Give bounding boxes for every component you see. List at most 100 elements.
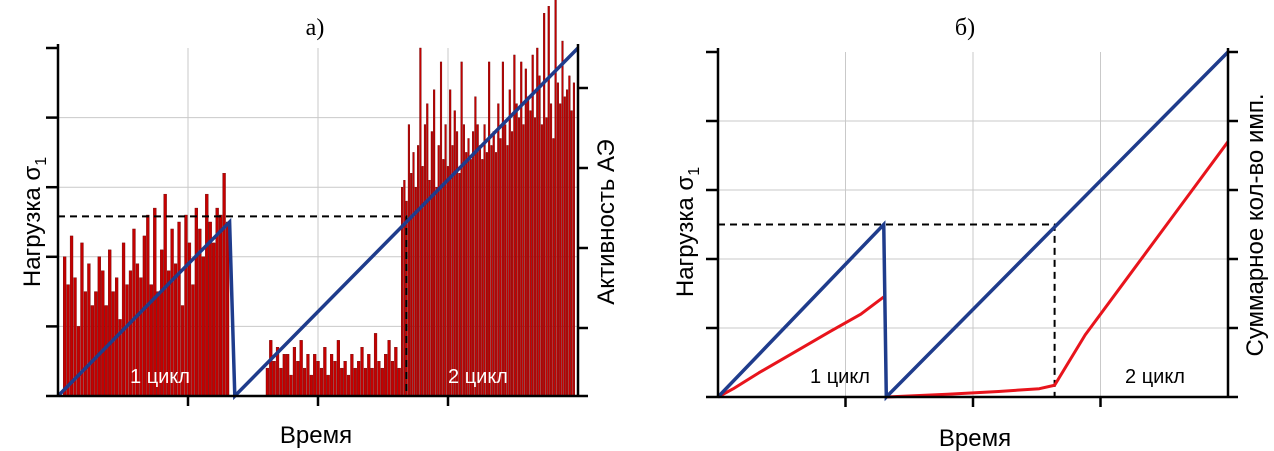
threshold-dashed-line	[58, 215, 408, 396]
ae-bar	[513, 54, 516, 397]
ae-bar	[481, 159, 484, 397]
threshold-dashed-line	[718, 223, 1056, 397]
ae-bar	[444, 124, 447, 397]
ae-bar	[407, 124, 410, 397]
ae-bar	[515, 103, 518, 397]
ae-bar	[488, 61, 491, 397]
ae-bar	[309, 374, 313, 397]
ae-bar	[83, 291, 88, 397]
ae-bar	[458, 173, 461, 397]
ae-bar	[286, 354, 290, 397]
ae-bar	[524, 68, 527, 397]
ae-bar	[222, 173, 226, 397]
ae-bar	[497, 103, 500, 397]
panel-b-lines	[716, 50, 1230, 402]
panel-b-ylabel: Нагрузка σ1	[672, 167, 703, 297]
panel-b-ylabel-main: Нагрузка σ	[672, 176, 699, 298]
ae-bar	[97, 256, 101, 397]
ae-bar	[437, 145, 440, 397]
ae-bar	[527, 96, 530, 397]
ae-bar	[552, 138, 555, 397]
ae-bar	[453, 110, 456, 397]
ae-bar	[269, 340, 273, 397]
ae-bar	[547, 6, 550, 397]
ae-bar	[272, 361, 276, 397]
ae-bar	[485, 152, 488, 397]
ae-bar	[330, 354, 334, 397]
ae-bar	[426, 103, 429, 397]
ae-bar	[101, 270, 105, 397]
ae-bar	[108, 249, 112, 397]
ae-bar	[414, 186, 417, 397]
ae-bar	[104, 305, 108, 397]
panel-a-y2label: Активность АЭ	[593, 139, 620, 304]
ae-bar	[306, 354, 310, 397]
ae-bar	[299, 340, 303, 397]
ae-bar	[410, 173, 413, 397]
ae-bar	[208, 221, 212, 397]
ae-bar	[401, 186, 404, 397]
ae-bar	[561, 40, 564, 397]
ae-bar	[353, 367, 357, 397]
panel-b-cycle-1-label: 1 цикл	[810, 366, 870, 388]
ae-bar	[536, 47, 539, 397]
ae-bar	[568, 75, 571, 397]
ae-bar	[531, 54, 534, 397]
panel-a-axes	[46, 44, 588, 406]
panel-b-y2label: Суммарное кол-во имп.	[1242, 93, 1269, 356]
ae-bar	[90, 305, 95, 397]
ae-bar	[63, 256, 67, 397]
ae-bar	[326, 374, 330, 397]
ae-bar	[218, 214, 223, 397]
ae-bar	[282, 354, 286, 397]
ae-bar	[380, 367, 384, 397]
ae-bar	[533, 117, 537, 397]
ae-bar	[367, 354, 371, 397]
panel-a-ylabel: Нагрузка σ1	[19, 157, 50, 287]
ae-bar	[474, 96, 477, 397]
ae-bar	[302, 367, 307, 397]
ae-bar	[350, 354, 354, 397]
ae-bar	[460, 61, 463, 397]
ae-bar	[442, 159, 445, 397]
ae-bar	[205, 193, 209, 397]
chart-panel-b: б) 1 цикл 2 цикл Время Нагрузка σ1 Сумма…	[672, 15, 1269, 451]
ae-bar	[423, 124, 427, 397]
panel-a-ae-bars	[63, 0, 576, 397]
ae-bar	[545, 117, 548, 397]
ae-bar	[520, 61, 523, 397]
ae-bar	[384, 354, 388, 397]
ae-bar	[428, 180, 431, 397]
ae-bar	[465, 152, 468, 397]
panel-b-xlabel: Время	[939, 425, 1011, 451]
ae-bar	[66, 284, 70, 397]
ae-bar	[313, 354, 317, 397]
panel-a-lines	[56, 46, 580, 401]
ae-bar	[421, 166, 424, 397]
ae-bar	[417, 145, 420, 397]
chart-panel-a: a) 1 цикл 2 цикл Время Нагрузка σ1 Актив…	[19, 0, 620, 449]
ae-bar	[563, 96, 566, 397]
ae-bar	[554, 0, 557, 397]
ae-bar	[508, 89, 511, 397]
ae-bar	[490, 145, 493, 397]
panel-b-axes	[706, 48, 1238, 407]
cumulative-line-cycle-2	[886, 140, 1230, 399]
ae-bar	[517, 117, 520, 397]
ae-bar	[397, 367, 401, 397]
ae-bar	[504, 124, 507, 397]
ae-bar	[478, 145, 482, 397]
ae-bar	[419, 47, 422, 397]
ae-bar	[111, 291, 115, 397]
ae-bar	[435, 186, 438, 397]
ae-bar	[373, 333, 378, 397]
load-line	[716, 50, 1230, 402]
panel-a-xlabel: Время	[280, 422, 352, 449]
panel-b-ylabel-sub: 1	[686, 167, 703, 176]
ae-bar	[370, 367, 374, 397]
ae-bar	[540, 124, 543, 397]
ae-bar	[446, 166, 449, 397]
panel-a-title: a)	[306, 15, 325, 41]
panel-a-cycle-1-label: 1 цикл	[130, 366, 190, 388]
